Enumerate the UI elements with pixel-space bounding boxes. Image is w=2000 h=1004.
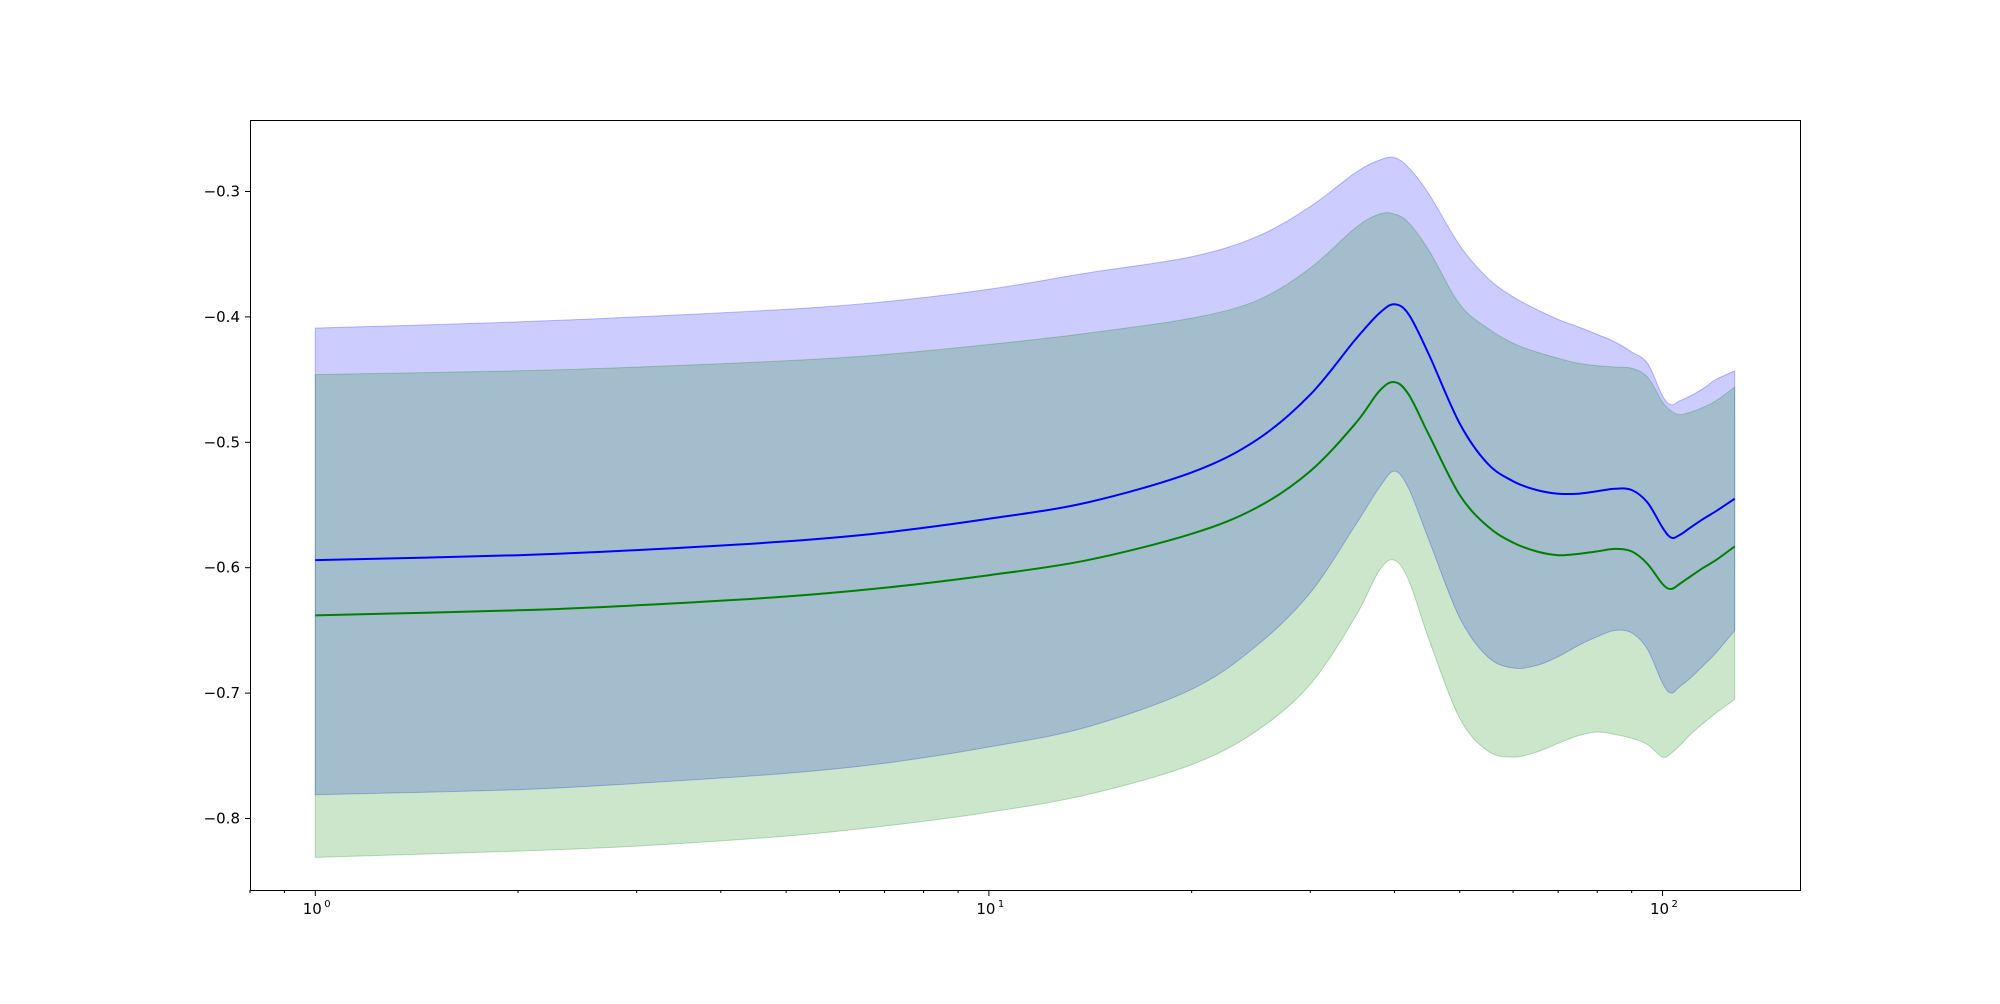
band-0 <box>314 156 1736 796</box>
y-tick-label: −0.7 <box>204 684 240 702</box>
x-tick-exponent: 0 <box>324 899 330 910</box>
x-axis: 10 0 10 1 10 2 <box>249 890 1678 918</box>
x-tick-base: 10 <box>976 900 995 918</box>
series-line-0 <box>315 303 1736 562</box>
x-tick-exponent: 1 <box>998 899 1004 910</box>
y-tick-label: −0.8 <box>204 810 240 828</box>
x-tick-exponent: 2 <box>1672 899 1678 910</box>
y-tick-label: −0.6 <box>204 559 240 577</box>
x-tick-base: 10 <box>1650 900 1669 918</box>
series-lines <box>315 303 1736 617</box>
x-tick-label: 10 1 <box>976 899 1004 918</box>
x-tick-base: 10 <box>303 900 322 918</box>
y-tick-label: −0.4 <box>204 308 240 326</box>
band-1 <box>314 212 1736 858</box>
x-tick-label: 10 2 <box>1650 899 1678 918</box>
series-line-1 <box>315 381 1736 617</box>
confidence-bands <box>314 156 1736 858</box>
y-axis: −0.3 −0.4 −0.5 −0.6 −0.7 −0.8 <box>204 182 250 828</box>
x-tick-label: 10 0 <box>303 899 331 918</box>
y-tick-label: −0.5 <box>204 433 240 451</box>
y-tick-label: −0.3 <box>204 182 240 200</box>
plot-frame <box>250 120 1801 891</box>
